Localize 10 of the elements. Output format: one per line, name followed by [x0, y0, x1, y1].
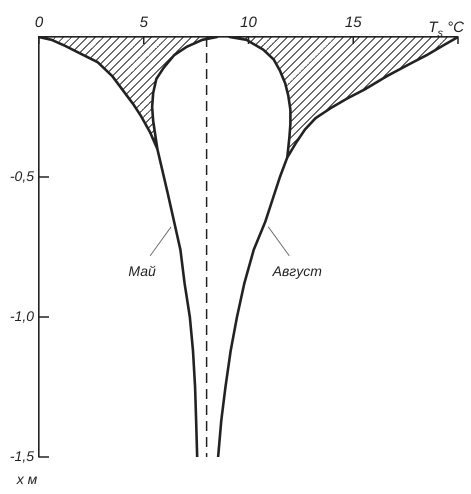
series-label: Май	[128, 262, 156, 279]
series-label: Август	[272, 262, 322, 279]
x-tick-label: 10	[240, 14, 258, 32]
x-tick-label: 5	[140, 14, 149, 32]
y-tick-label: -0,5	[10, 168, 34, 184]
y-axis-title: x м	[16, 471, 38, 487]
y-tick-label: -1,0	[10, 308, 34, 324]
x-tick-label: 0	[34, 14, 44, 32]
y-tick-label: -1,5	[10, 448, 34, 464]
x-tick-label: 15	[344, 14, 362, 32]
